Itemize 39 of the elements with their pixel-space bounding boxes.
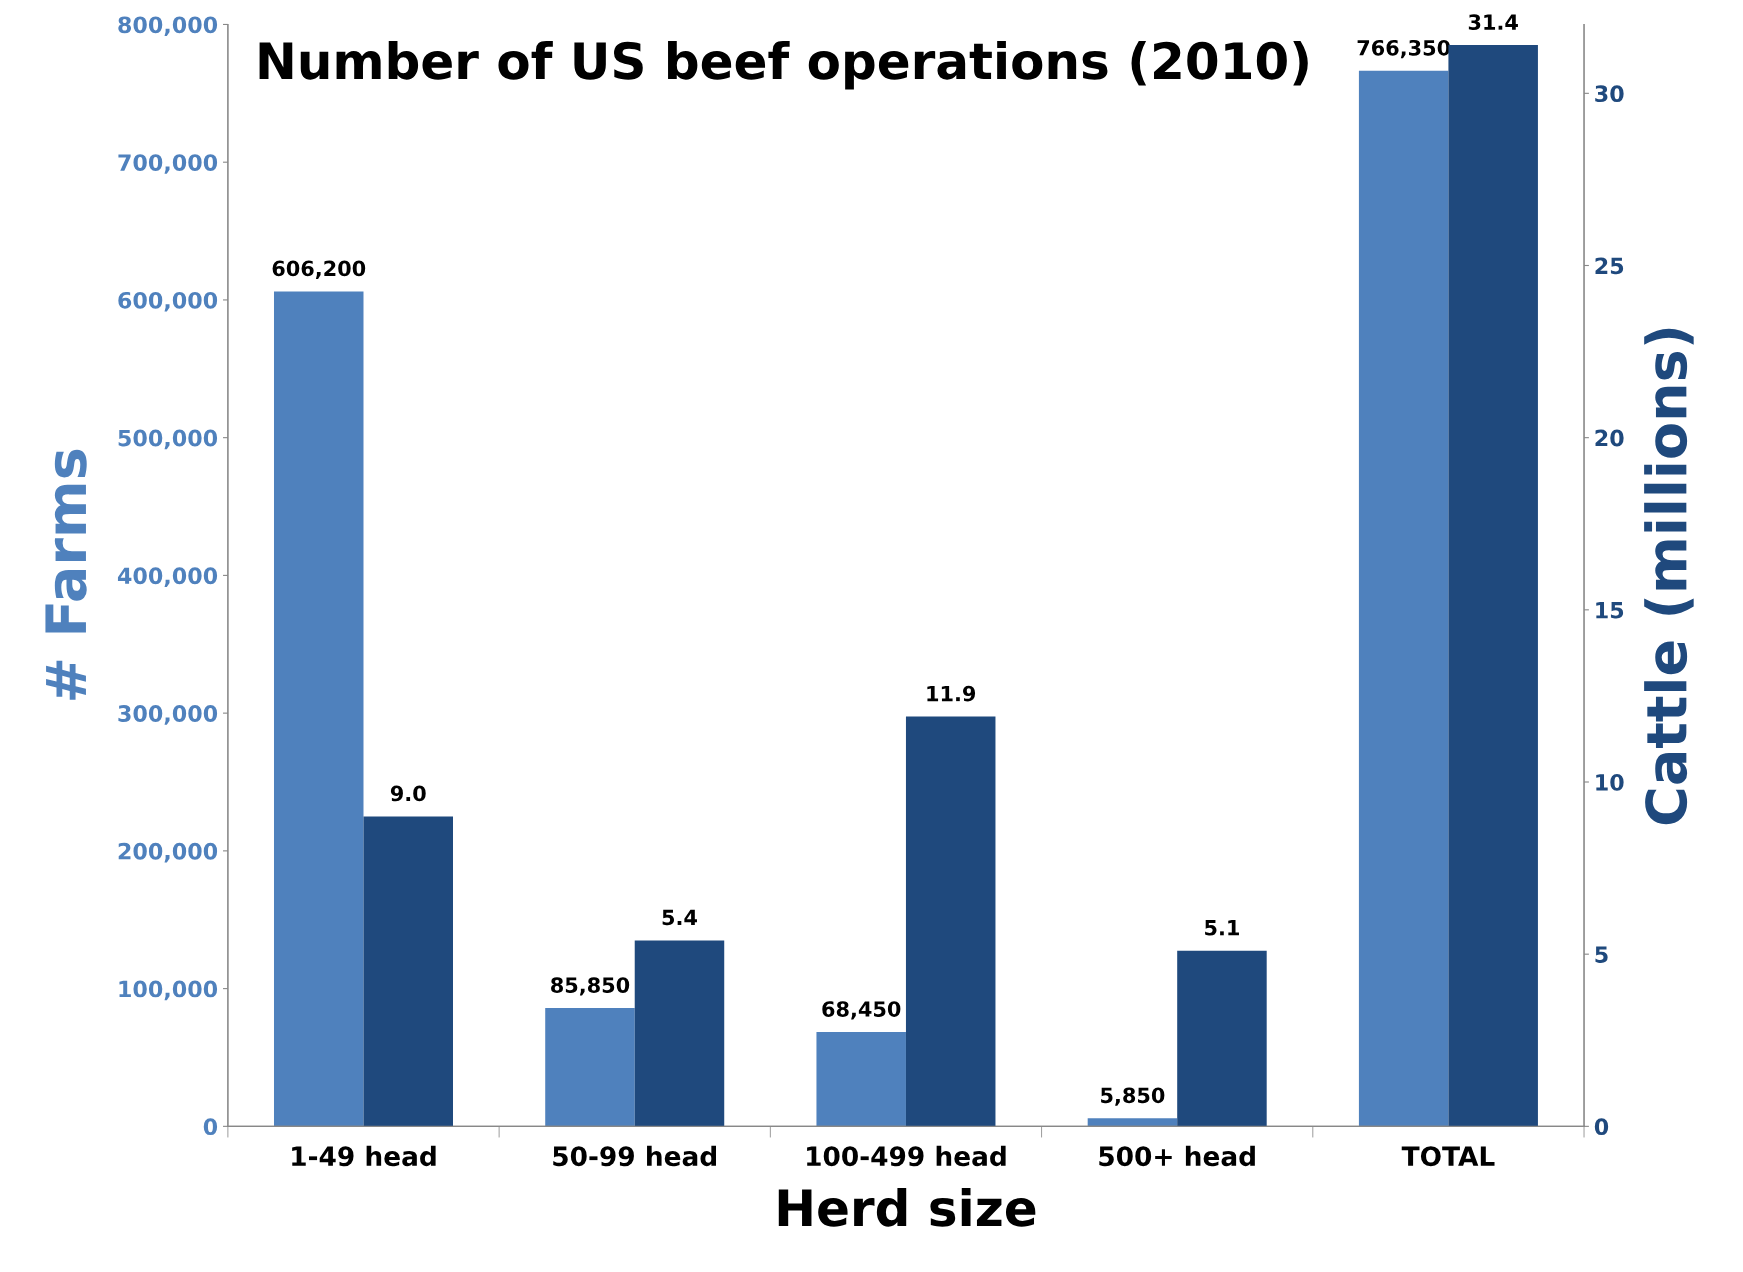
x-tick-label: 100-499 head xyxy=(807,1145,1006,1167)
x-tick-label: TOTAL xyxy=(1401,1146,1495,1167)
data-label: 5.4 xyxy=(662,909,697,926)
y-tick-label: 500,000 xyxy=(118,429,218,450)
bar xyxy=(905,716,996,1127)
y2-tick-label: 30 xyxy=(1595,85,1624,103)
y-tick-label: 800,000 xyxy=(118,16,218,37)
y-tick-label: 300,000 xyxy=(118,705,218,725)
y2-tick-label: 25 xyxy=(1595,257,1624,275)
y2-tick-label: 15 xyxy=(1596,602,1624,619)
data-label: 5.1 xyxy=(1205,920,1239,936)
data-label: 31.4 xyxy=(1468,14,1518,30)
bar xyxy=(816,1032,906,1127)
data-label: 606,200 xyxy=(272,260,366,279)
chart-title: Number of US beef operations (2010) xyxy=(259,40,1308,90)
x-axis-title: Herd size xyxy=(778,1187,1036,1227)
bar xyxy=(273,291,364,1127)
y-axis-title: # Farms xyxy=(45,449,87,700)
y2-tick-label: 5 xyxy=(1595,946,1608,963)
data-label: 68,450 xyxy=(822,1001,901,1020)
data-label: 85,850 xyxy=(551,977,630,996)
y2-tick-label: 0 xyxy=(1594,1118,1609,1136)
data-label: 9.0 xyxy=(390,785,426,802)
data-label: 5,850 xyxy=(1101,1087,1165,1106)
bar xyxy=(1177,950,1267,1127)
x-tick-label: 1-49 head xyxy=(292,1145,436,1167)
y-tick-label: 0 xyxy=(203,1118,218,1136)
y-tick-label: 200,000 xyxy=(118,842,218,863)
x-tick-label: 500+ head xyxy=(1099,1145,1255,1167)
bar xyxy=(1087,1118,1178,1127)
y-tick-label: 400,000 xyxy=(117,567,218,587)
y2-tick-label: 20 xyxy=(1595,429,1624,447)
y2-tick-label: 10 xyxy=(1596,773,1624,791)
y2-axis-title: Cattle (millions) xyxy=(1644,328,1694,825)
y-tick-label: 100,000 xyxy=(119,980,218,1001)
y-tick-label: 700,000 xyxy=(118,154,218,174)
x-tick-label: 50-99 head xyxy=(553,1145,716,1167)
data-label: 11.9 xyxy=(927,685,976,702)
y-tick-label: 600,000 xyxy=(118,291,218,312)
